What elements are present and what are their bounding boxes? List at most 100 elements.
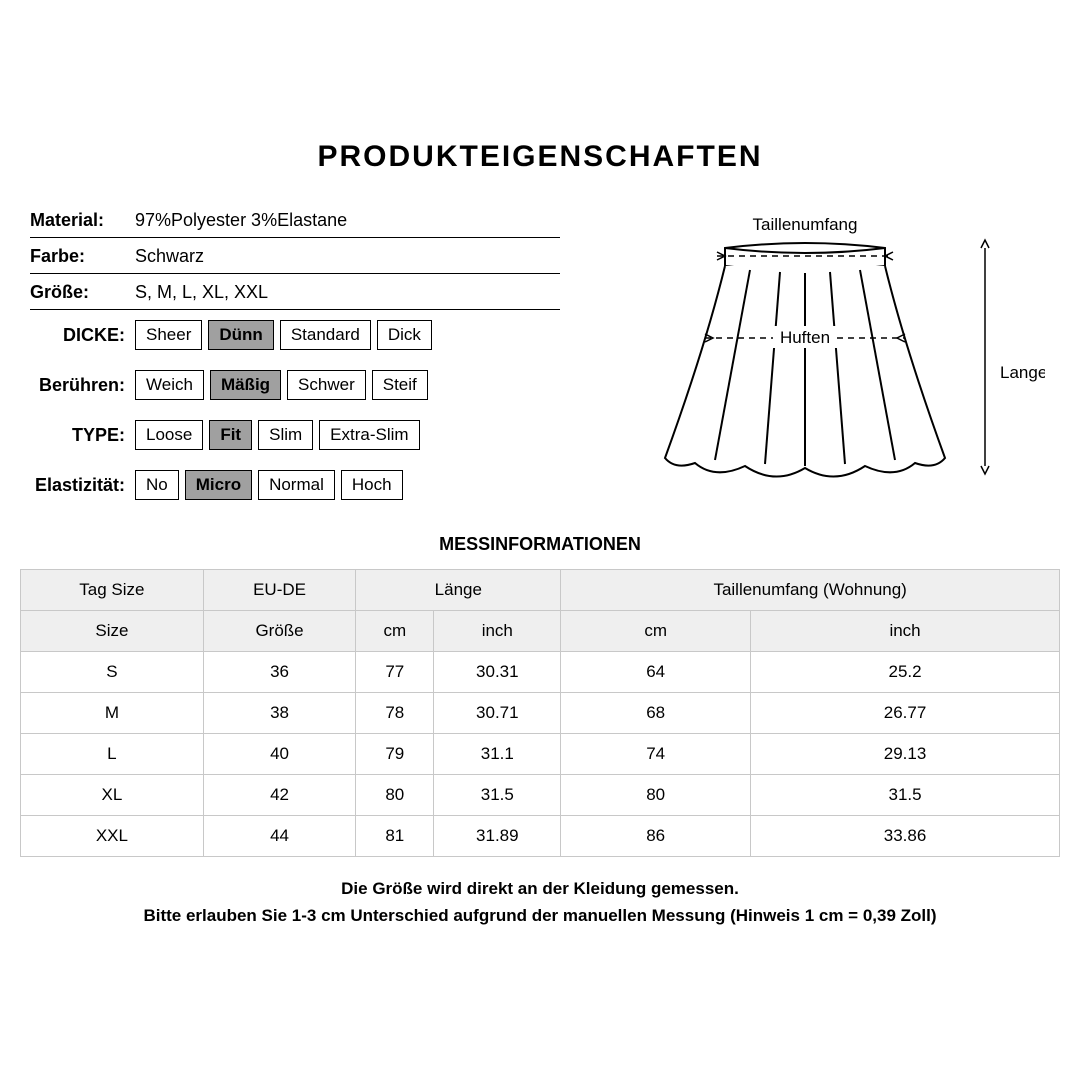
elastic-chip[interactable]: Micro <box>185 470 252 500</box>
prop-row-size: Größe: S, M, L, XL, XXL <box>30 274 560 310</box>
table-cell: S <box>21 652 204 693</box>
skirt-diagram: Taillenumfang Huften Lange <box>600 202 1050 510</box>
prop-row-color: Farbe: Schwarz <box>30 238 560 274</box>
thickness-chip[interactable]: Dick <box>377 320 432 350</box>
table-cell: 31.1 <box>434 734 561 775</box>
table-row: XXL448131.898633.86 <box>21 816 1060 857</box>
table-cell: 80 <box>356 775 434 816</box>
table-cell: 25.2 <box>751 652 1060 693</box>
table-cell: M <box>21 693 204 734</box>
table-cell: 38 <box>203 693 356 734</box>
page-title: PRODUKTEIGENSCHAFTEN <box>20 140 1060 174</box>
table-cell: 31.89 <box>434 816 561 857</box>
type-chip[interactable]: Extra-Slim <box>319 420 419 450</box>
table-row: XL428031.58031.5 <box>21 775 1060 816</box>
top-section: Material: 97%Polyester 3%Elastane Farbe:… <box>20 202 1060 510</box>
thickness-chip[interactable]: Dünn <box>208 320 273 350</box>
table-header-row-1: Tag Size EU-DE Länge Taillenumfang (Wohn… <box>21 570 1060 611</box>
table-header-cell: inch <box>751 611 1060 652</box>
touch-chip[interactable]: Schwer <box>287 370 366 400</box>
prop-label: TYPE: <box>30 425 135 446</box>
table-cell: 36 <box>203 652 356 693</box>
table-cell: 33.86 <box>751 816 1060 857</box>
table-cell: 77 <box>356 652 434 693</box>
thickness-chip[interactable]: Sheer <box>135 320 202 350</box>
table-cell: 78 <box>356 693 434 734</box>
table-cell: 31.5 <box>434 775 561 816</box>
table-cell: 42 <box>203 775 356 816</box>
diagram-waist-label: Taillenumfang <box>753 215 858 234</box>
prop-value: Schwarz <box>135 246 560 267</box>
table-cell: XL <box>21 775 204 816</box>
prop-label: Material: <box>30 210 135 231</box>
elastic-chip[interactable]: No <box>135 470 179 500</box>
table-row: S367730.316425.2 <box>21 652 1060 693</box>
table-header-cell: EU-DE <box>203 570 356 611</box>
footer-note: Die Größe wird direkt an der Kleidung ge… <box>20 875 1060 929</box>
size-table-body: S367730.316425.2M387830.716826.77L407931… <box>21 652 1060 857</box>
size-table: Tag Size EU-DE Länge Taillenumfang (Wohn… <box>20 569 1060 857</box>
table-cell: 81 <box>356 816 434 857</box>
table-header-cell: Taillenumfang (Wohnung) <box>561 570 1060 611</box>
type-chip[interactable]: Fit <box>209 420 252 450</box>
table-header-cell: cm <box>356 611 434 652</box>
touch-chip[interactable]: Weich <box>135 370 204 400</box>
touch-chips: WeichMäßigSchwerSteif <box>135 370 428 400</box>
product-spec-page: PRODUKTEIGENSCHAFTEN Material: 97%Polyes… <box>0 0 1080 949</box>
table-cell: 40 <box>203 734 356 775</box>
prop-value: S, M, L, XL, XXL <box>135 282 560 303</box>
table-cell: 79 <box>356 734 434 775</box>
diagram-length-label: Lange <box>1000 363 1045 382</box>
table-cell: 80 <box>561 775 751 816</box>
table-cell: 29.13 <box>751 734 1060 775</box>
prop-row-touch: Berühren: WeichMäßigSchwerSteif <box>30 360 560 410</box>
prop-label: Farbe: <box>30 246 135 267</box>
table-cell: L <box>21 734 204 775</box>
table-row: M387830.716826.77 <box>21 693 1060 734</box>
footer-line-1: Die Größe wird direkt an der Kleidung ge… <box>20 875 1060 902</box>
table-cell: 44 <box>203 816 356 857</box>
table-header-cell: Länge <box>356 570 561 611</box>
table-cell: 68 <box>561 693 751 734</box>
skirt-diagram-svg: Taillenumfang Huften Lange <box>605 208 1045 508</box>
prop-row-type: TYPE: LooseFitSlimExtra-Slim <box>30 410 560 460</box>
table-header-cell: cm <box>561 611 751 652</box>
prop-label: Größe: <box>30 282 135 303</box>
thickness-chip[interactable]: Standard <box>280 320 371 350</box>
prop-label: Berühren: <box>30 375 135 396</box>
footer-line-2: Bitte erlauben Sie 1-3 cm Unterschied au… <box>20 902 1060 929</box>
thickness-chips: SheerDünnStandardDick <box>135 320 432 350</box>
touch-chip[interactable]: Steif <box>372 370 428 400</box>
prop-label: DICKE: <box>30 325 135 346</box>
table-cell: 64 <box>561 652 751 693</box>
table-cell: 26.77 <box>751 693 1060 734</box>
table-header-cell: Tag Size <box>21 570 204 611</box>
table-header-cell: Size <box>21 611 204 652</box>
table-cell: XXL <box>21 816 204 857</box>
properties-panel: Material: 97%Polyester 3%Elastane Farbe:… <box>30 202 560 510</box>
prop-row-elastic: Elastizität: NoMicroNormalHoch <box>30 460 560 510</box>
diagram-hip-label: Huften <box>780 328 830 347</box>
elastic-chip[interactable]: Hoch <box>341 470 403 500</box>
elastic-chip[interactable]: Normal <box>258 470 335 500</box>
touch-chip[interactable]: Mäßig <box>210 370 281 400</box>
table-header-row-2: Size Größe cm inch cm inch <box>21 611 1060 652</box>
prop-row-thickness: DICKE: SheerDünnStandardDick <box>30 310 560 360</box>
elastic-chips: NoMicroNormalHoch <box>135 470 403 500</box>
prop-label: Elastizität: <box>30 475 135 496</box>
table-cell: 31.5 <box>751 775 1060 816</box>
table-cell: 86 <box>561 816 751 857</box>
measurements-title: MESSINFORMATIONEN <box>20 534 1060 555</box>
type-chip[interactable]: Loose <box>135 420 203 450</box>
table-cell: 30.31 <box>434 652 561 693</box>
prop-row-material: Material: 97%Polyester 3%Elastane <box>30 202 560 238</box>
table-cell: 74 <box>561 734 751 775</box>
table-header-cell: inch <box>434 611 561 652</box>
type-chips: LooseFitSlimExtra-Slim <box>135 420 420 450</box>
table-cell: 30.71 <box>434 693 561 734</box>
size-table-head: Tag Size EU-DE Länge Taillenumfang (Wohn… <box>21 570 1060 652</box>
type-chip[interactable]: Slim <box>258 420 313 450</box>
table-header-cell: Größe <box>203 611 356 652</box>
prop-value: 97%Polyester 3%Elastane <box>135 210 560 231</box>
table-row: L407931.17429.13 <box>21 734 1060 775</box>
